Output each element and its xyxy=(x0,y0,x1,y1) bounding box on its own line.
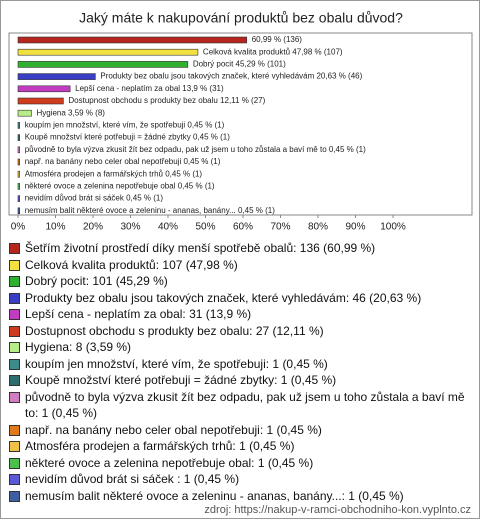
bar xyxy=(17,85,71,93)
legend-swatch xyxy=(9,325,20,337)
legend-label: původně to byla výzva zkusit žít bez odp… xyxy=(25,389,465,421)
legend-item: Dostupnost obchodu s produkty bez obalu:… xyxy=(9,323,471,340)
value-label: koupím jen množství, které vím, že spotř… xyxy=(25,121,225,130)
legend-label: Lepší cena - neplatím za obal: 31 (13,9 … xyxy=(25,307,252,321)
bar xyxy=(17,122,20,129)
value-label: např. na banány nebo celer obal nepotřeb… xyxy=(25,157,221,166)
value-label: Lepší cena - neplatím za obal 13,9 % (31… xyxy=(75,84,224,93)
legend-label: nemusím balit některé ovoce a zeleninu -… xyxy=(25,488,404,503)
value-label: nemusím balit některé ovoce a zeleninu -… xyxy=(25,206,276,215)
legend-label: Atmosféra prodejen a farmářských trhů: 1… xyxy=(25,439,295,453)
legend-swatch xyxy=(9,309,20,320)
value-label: Celková kvalita produktů 47,98 % (107) xyxy=(203,47,343,56)
legend-swatch xyxy=(9,441,20,452)
legend-swatch xyxy=(9,474,20,485)
bar xyxy=(17,109,32,117)
value-label: Koupě množství které potřebuji = žádné z… xyxy=(25,133,231,142)
bar xyxy=(17,183,20,190)
legend-label: Koupě množství které potřebuji = žádné z… xyxy=(25,373,337,387)
x-tick-label: 50% xyxy=(195,222,215,233)
legend-label: Hygiena: 8 (3,59 %) xyxy=(25,340,132,354)
x-tick-label: 60% xyxy=(233,222,253,233)
legend-item: Koupě množství které potřebuji = žádné z… xyxy=(9,372,471,389)
legend-label: Šetřím životní prostředí díky menší spot… xyxy=(25,241,376,255)
legend-swatch xyxy=(9,375,20,386)
value-label: Produkty bez obalu jsou takových značek,… xyxy=(100,72,362,81)
legend-item: původně to byla výzva zkusit žít bez odp… xyxy=(9,389,471,422)
plot: Jaký máte k nakupování produktů bez obal… xyxy=(8,10,473,233)
legend-label: některé ovoce a zelenina nepotřebuje oba… xyxy=(25,455,314,470)
legend-label: Dostupnost obchodu s produkty bez obalu:… xyxy=(25,323,324,338)
legend-item: Lepší cena - neplatím za obal: 31 (13,9 … xyxy=(9,306,471,323)
value-label: Hygiena 3,59 % (8) xyxy=(36,108,105,117)
legend-label: nevidím důvod brát si sáček : 1 (0,45 %) xyxy=(25,472,240,486)
legend-swatch xyxy=(9,391,20,403)
bar xyxy=(17,195,20,202)
legend-item: Produkty bez obalu jsou takových značek,… xyxy=(9,290,471,307)
value-label: nevidím důvod brát si sáček 0,45 % (1) xyxy=(25,194,164,203)
bar xyxy=(17,61,189,68)
value-label: některé ovoce a zelenina nepotřebuje oba… xyxy=(25,182,215,191)
x-tick-label: 30% xyxy=(120,222,140,233)
x-tick-label: 20% xyxy=(83,222,103,233)
legend-item: nemusím balit některé ovoce a zeleninu -… xyxy=(9,488,471,505)
x-tick-label: 100% xyxy=(380,222,406,233)
legend: Šetřím životní prostředí díky menší spot… xyxy=(9,240,471,504)
legend-swatch xyxy=(9,342,20,353)
chart-title: Jaký máte k nakupování produktů bez obal… xyxy=(79,10,403,26)
value-label: původně to byla výzva zkusit žít bez odp… xyxy=(25,145,366,154)
bar xyxy=(17,97,64,105)
legend-swatch xyxy=(9,259,20,271)
bar xyxy=(17,48,199,56)
value-label: Dobrý pocit 45,29 % (101) xyxy=(193,60,286,69)
legend-label: Celková kvalita produktů: 107 (47,98 %) xyxy=(25,257,238,272)
legend-label: Dobrý pocit: 101 (45,29 %) xyxy=(25,274,168,288)
legend-swatch xyxy=(9,490,20,502)
bar xyxy=(17,36,248,44)
legend-item: Atmosféra prodejen a farmářských trhů: 1… xyxy=(9,438,471,455)
x-tick-label: 70% xyxy=(270,222,290,233)
x-tick-label: 10% xyxy=(45,222,65,233)
legend-swatch xyxy=(9,292,20,304)
legend-item: např. na banány nebo celer obal nepotřeb… xyxy=(9,422,471,439)
legend-swatch xyxy=(9,457,20,469)
legend-label: např. na banány nebo celer obal nepotřeb… xyxy=(25,422,322,437)
legend-item: nevidím důvod brát si sáček : 1 (0,45 %) xyxy=(9,471,471,488)
x-tick-label: 40% xyxy=(158,222,178,233)
legend-swatch xyxy=(9,358,20,370)
legend-item: Šetřím životní prostředí díky menší spot… xyxy=(9,240,471,257)
x-tick-label: 0% xyxy=(11,222,26,233)
legend-label: koupím jen množství, které vím, že spotř… xyxy=(25,356,328,371)
legend-item: Celková kvalita produktů: 107 (47,98 %) xyxy=(9,257,471,274)
bar xyxy=(17,146,20,154)
legend-item: Dobrý pocit: 101 (45,29 %) xyxy=(9,273,471,290)
value-label: Dostupnost obchodu s produkty bez obalu … xyxy=(68,96,265,105)
value-label: 60,99 % (136) xyxy=(252,35,303,44)
source: zdroj: https://nakup-v-ramci-obchodniho-… xyxy=(204,504,471,516)
x-tick-label: 90% xyxy=(345,222,365,233)
bar xyxy=(17,134,20,141)
bar xyxy=(17,73,96,80)
bar xyxy=(17,170,20,178)
legend-item: některé ovoce a zelenina nepotřebuje oba… xyxy=(9,455,471,472)
bar xyxy=(17,207,20,215)
value-label: Atmosféra prodejen a farmářských trhů 0,… xyxy=(25,169,203,178)
legend-swatch xyxy=(9,424,20,436)
bar xyxy=(17,158,20,166)
legend-swatch xyxy=(9,243,20,254)
legend-swatch xyxy=(9,276,20,287)
x-tick-label: 80% xyxy=(308,222,328,233)
legend-item: koupím jen množství, které vím, že spotř… xyxy=(9,356,471,373)
legend-label: Produkty bez obalu jsou takových značek,… xyxy=(25,290,422,305)
legend-item: Hygiena: 8 (3,59 %) xyxy=(9,339,471,356)
